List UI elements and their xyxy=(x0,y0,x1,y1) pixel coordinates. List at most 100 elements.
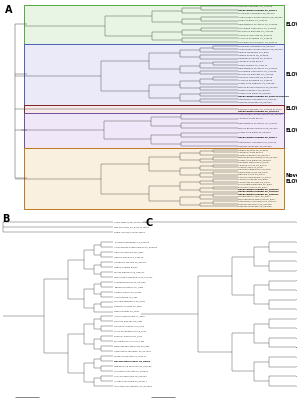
Text: Penaeus vannamei Fads1 XP_027302: Penaeus vannamei Fads1 XP_027302 xyxy=(296,299,297,300)
Text: Callinectes sapidus CS_Fads: Callinectes sapidus CS_Fads xyxy=(114,326,144,327)
Text: Trichoplax adhaerens XP_002110: Trichoplax adhaerens XP_002110 xyxy=(238,13,275,14)
Text: Carcinus maenas CM_Elovl: Carcinus maenas CM_Elovl xyxy=(238,179,268,180)
Text: Eriocheir sinensis Fads AF485783: Eriocheir sinensis Fads AF485783 xyxy=(296,376,297,377)
Text: Carcinus maenas CM_Fads: Carcinus maenas CM_Fads xyxy=(114,321,142,322)
Text: Litopenaeus vannamei XP_027215: Litopenaeus vannamei XP_027215 xyxy=(238,98,277,100)
Text: Orbicella faveolata XP_020618: Orbicella faveolata XP_020618 xyxy=(238,76,273,78)
Text: Hydra vulgaris XP_002170: Hydra vulgaris XP_002170 xyxy=(238,64,268,66)
Text: Penaeus japonicus XP_037535: Penaeus japonicus XP_037535 xyxy=(238,203,272,205)
Text: Lingula anatina XP_013548: Lingula anatina XP_013548 xyxy=(114,256,143,258)
Text: Spirobranchus lamarcki XP_034513: Spirobranchus lamarcki XP_034513 xyxy=(238,41,278,43)
Text: Gecarcoidea lalandii GL_Elovl7: Gecarcoidea lalandii GL_Elovl7 xyxy=(238,136,277,138)
Text: Nematostella vectensis XP_001647: Nematostella vectensis XP_001647 xyxy=(238,122,278,124)
Text: Mytilus galloprovincialis XP_021363: Mytilus galloprovincialis XP_021363 xyxy=(114,276,152,278)
Text: Crassostrea gigas XP_034105: Crassostrea gigas XP_034105 xyxy=(114,281,145,283)
Text: Stylophora pistillata XP_022795: Stylophora pistillata XP_022795 xyxy=(238,73,274,75)
Text: Pocillopora damicornis XP_027042: Pocillopora damicornis XP_027042 xyxy=(238,27,277,28)
Text: Litopenaeus vannamei XP_027227: Litopenaeus vannamei XP_027227 xyxy=(238,200,277,202)
Text: Capitella teleta ELU26: Capitella teleta ELU26 xyxy=(238,152,263,153)
Text: Capitella teleta ELU20: Capitella teleta ELU20 xyxy=(238,118,263,120)
Text: Amphimedon queenslandica XP_003405: Amphimedon queenslandica XP_003405 xyxy=(114,246,157,248)
Text: Pecten maximus XP_033747: Pecten maximus XP_033747 xyxy=(114,271,144,273)
Text: Helobdella robusta XP_009027: Helobdella robusta XP_009027 xyxy=(114,261,146,263)
Text: Lingula anatina XP_013542: Lingula anatina XP_013542 xyxy=(238,149,268,151)
Text: Crassostrea gigas XP_034087: Crassostrea gigas XP_034087 xyxy=(238,92,271,94)
Bar xyxy=(24,148,284,209)
Text: Orbicella faveolata XP_020624: Orbicella faveolata XP_020624 xyxy=(114,375,146,377)
Text: Stylophora pistillata Fads XP_022745: Stylophora pistillata Fads XP_022745 xyxy=(296,241,297,243)
Text: Acropora millepora XP_029205: Acropora millepora XP_029205 xyxy=(238,38,273,39)
Text: Trichoplax adhaerens XP_002122: Trichoplax adhaerens XP_002122 xyxy=(114,242,149,243)
Text: Gecarcoidea lalandii GL_Elovl2a Elovl2b: Gecarcoidea lalandii GL_Elovl2a Elovl2b xyxy=(238,95,289,97)
Text: Scylla paramamosain Fads2: Scylla paramamosain Fads2 xyxy=(296,328,297,329)
Text: Gecarcoidea lalandii GL_ElovlX2: Gecarcoidea lalandii GL_ElovlX2 xyxy=(238,191,279,192)
Text: Nematostella vectensis XP_001635: Nematostella vectensis XP_001635 xyxy=(238,23,278,25)
Text: Crassostrea gigas Fads AF448418: Crassostrea gigas Fads AF448418 xyxy=(296,356,297,358)
Text: Marsupenaeus japonicus MJ_Fads: Marsupenaeus japonicus MJ_Fads xyxy=(114,345,149,347)
Text: Penaeus monodon XP_037529: Penaeus monodon XP_037529 xyxy=(238,146,272,147)
Text: Eriocheir sinensis ES_Elovl: Eriocheir sinensis ES_Elovl xyxy=(238,186,268,188)
Text: Penaeus vannamei XP_027226 ELOVL4: Penaeus vannamei XP_027226 ELOVL4 xyxy=(238,108,282,110)
Text: Mytilus galloprovincialis XP_021345: Mytilus galloprovincialis XP_021345 xyxy=(238,86,278,88)
Text: Nematostella vectensis Fads XP_001630: Nematostella vectensis Fads XP_001630 xyxy=(296,221,297,223)
Text: Capitella teleta ELU32: Capitella teleta ELU32 xyxy=(114,266,137,268)
Text: Scylla paramamosain SP_Fads: Scylla paramamosain SP_Fads xyxy=(114,330,146,332)
Text: Lingula anatina XP_013536: Lingula anatina XP_013536 xyxy=(238,54,268,56)
Text: Helobdella robusta XP_009021: Helobdella robusta XP_009021 xyxy=(238,58,272,60)
Text: Scylla paramamosain SP_Elovl: Scylla paramamosain SP_Elovl xyxy=(238,184,273,185)
Text: Penaeus monodon Fads1 XP_037482: Penaeus monodon Fads1 XP_037482 xyxy=(296,289,297,291)
Bar xyxy=(24,44,284,105)
Text: Trichoplax adhaerens XP_002116: Trichoplax adhaerens XP_002116 xyxy=(238,45,275,47)
Text: Gecarcoidea lalandii GL_Elovl1: Gecarcoidea lalandii GL_Elovl1 xyxy=(238,9,277,11)
Text: Calanus sinicus CS_Elovl2: Calanus sinicus CS_Elovl2 xyxy=(238,164,267,166)
Text: Crassostrea gigas XP_034093: Crassostrea gigas XP_034093 xyxy=(238,132,271,134)
Text: Callinectes sapidus Fads2 XP_028291: Callinectes sapidus Fads2 XP_028291 xyxy=(296,308,297,310)
Text: Owenia fusiformis Ofu_Fads: Owenia fusiformis Ofu_Fads xyxy=(114,251,143,253)
Text: Litopenaeus vannamei Fads1: Litopenaeus vannamei Fads1 xyxy=(296,261,297,262)
Text: ELOVLb: ELOVLb xyxy=(285,72,297,77)
Text: Gecarcoidea lalandii Fads2 all: Gecarcoidea lalandii Fads2 all xyxy=(296,347,297,348)
Text: Gecarcoidea lalandii GL_ElovlX3: Gecarcoidea lalandii GL_ElovlX3 xyxy=(238,188,279,190)
Text: Homo sapiens NP_005207 FADS1: Homo sapiens NP_005207 FADS1 xyxy=(114,221,149,223)
Text: Scylla paramamosain Fads1: Scylla paramamosain Fads1 xyxy=(296,270,297,272)
Text: Penaeus monodon Fads AF448416: Penaeus monodon Fads AF448416 xyxy=(296,366,297,367)
Text: Litopenaeus vannamei XP_027233: Litopenaeus vannamei XP_027233 xyxy=(114,350,151,352)
Text: Novel
ELOVL: Novel ELOVL xyxy=(285,173,297,184)
Text: Artemia franciscana AF_Fads: Artemia franciscana AF_Fads xyxy=(114,316,144,317)
Text: Mytilus galloprovincialis XP_021357: Mytilus galloprovincialis XP_021357 xyxy=(238,156,278,158)
Text: Hydra vulgaris Fads XP_002156: Hydra vulgaris Fads XP_002156 xyxy=(296,251,297,252)
Text: Amphimedon queenslandica XP_003393: Amphimedon queenslandica XP_003393 xyxy=(238,48,283,50)
Bar xyxy=(24,5,284,44)
Text: Portunus trituberculatus Fads1: Portunus trituberculatus Fads1 xyxy=(296,280,297,281)
Text: Gecarcoidea lalandii GL_ELOVL4: Gecarcoidea lalandii GL_ELOVL4 xyxy=(238,110,279,112)
Text: Gammarus pulex GP_Fads: Gammarus pulex GP_Fads xyxy=(114,306,141,307)
Text: Portunus trituberculatus Fads: Portunus trituberculatus Fads xyxy=(296,337,297,338)
Text: Capitella teleta ELU14: Capitella teleta ELU14 xyxy=(238,61,263,62)
Text: Litopenaeus vannamei Fads2: Litopenaeus vannamei Fads2 xyxy=(296,318,297,320)
Text: Daphnia pulex DP_Elovl: Daphnia pulex DP_Elovl xyxy=(238,174,265,175)
Text: ELOVLa: ELOVLa xyxy=(285,22,297,27)
Text: ELOVL7: ELOVL7 xyxy=(285,128,297,133)
Bar xyxy=(24,113,284,148)
Text: Crassostrea gigas XP_034099: Crassostrea gigas XP_034099 xyxy=(238,159,271,161)
Text: Callinectes sapidus Fads XP_028290: Callinectes sapidus Fads XP_028290 xyxy=(296,385,297,387)
Text: Hydra vulgaris XP_002164: Hydra vulgaris XP_002164 xyxy=(238,20,268,22)
Text: B: B xyxy=(2,214,10,224)
Bar xyxy=(24,105,284,113)
Text: ELOVL4: ELOVL4 xyxy=(285,106,297,111)
Text: Gecarcoidea lalandii GL_Fads1: Gecarcoidea lalandii GL_Fads1 xyxy=(114,360,150,362)
Text: Acropora millepora XP_029211: Acropora millepora XP_029211 xyxy=(238,80,273,81)
Text: Amphimedon queenslandica XP_003387: Amphimedon queenslandica XP_003387 xyxy=(238,16,283,18)
Text: Parhyale hawaiensis PH_Fads: Parhyale hawaiensis PH_Fads xyxy=(114,301,145,302)
Text: Pecten maximus XP_033735: Pecten maximus XP_033735 xyxy=(238,89,270,91)
Text: Penaeus monodon XP_037523: Penaeus monodon XP_037523 xyxy=(238,102,272,103)
Text: Procambarus clarkii PC_Fads: Procambarus clarkii PC_Fads xyxy=(114,340,144,342)
Text: Daphnia pulex DP_Fads: Daphnia pulex DP_Fads xyxy=(114,311,139,312)
Text: Acartia tonsa AT_Fads: Acartia tonsa AT_Fads xyxy=(114,296,137,298)
Text: Marsupenaeus japonicus MJ_Elovl: Marsupenaeus japonicus MJ_Elovl xyxy=(238,198,276,200)
Text: C: C xyxy=(146,218,153,228)
Text: Gammarus pulex GP_Elovl: Gammarus pulex GP_Elovl xyxy=(238,171,268,173)
Text: Acartia tonsa AT_Elovl: Acartia tonsa AT_Elovl xyxy=(238,166,263,168)
Text: Pocillopora damicornis XP_027048: Pocillopora damicornis XP_027048 xyxy=(238,70,277,72)
Text: Stylophora pistillata XP_022789: Stylophora pistillata XP_022789 xyxy=(238,30,274,32)
